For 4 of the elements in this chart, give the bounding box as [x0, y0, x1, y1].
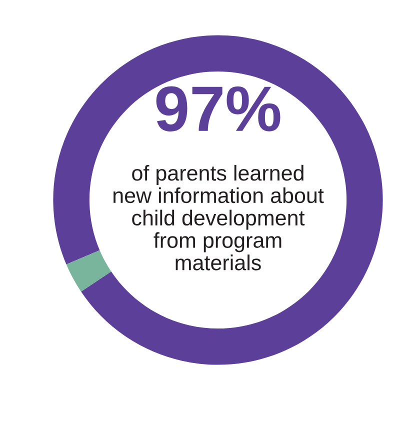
text: of parents learned new information about child development from program materials [114, 164, 324, 270]
donut-slice [66, 250, 112, 292]
donut-slice [53, 35, 383, 365]
text: 97% [156, 86, 280, 132]
